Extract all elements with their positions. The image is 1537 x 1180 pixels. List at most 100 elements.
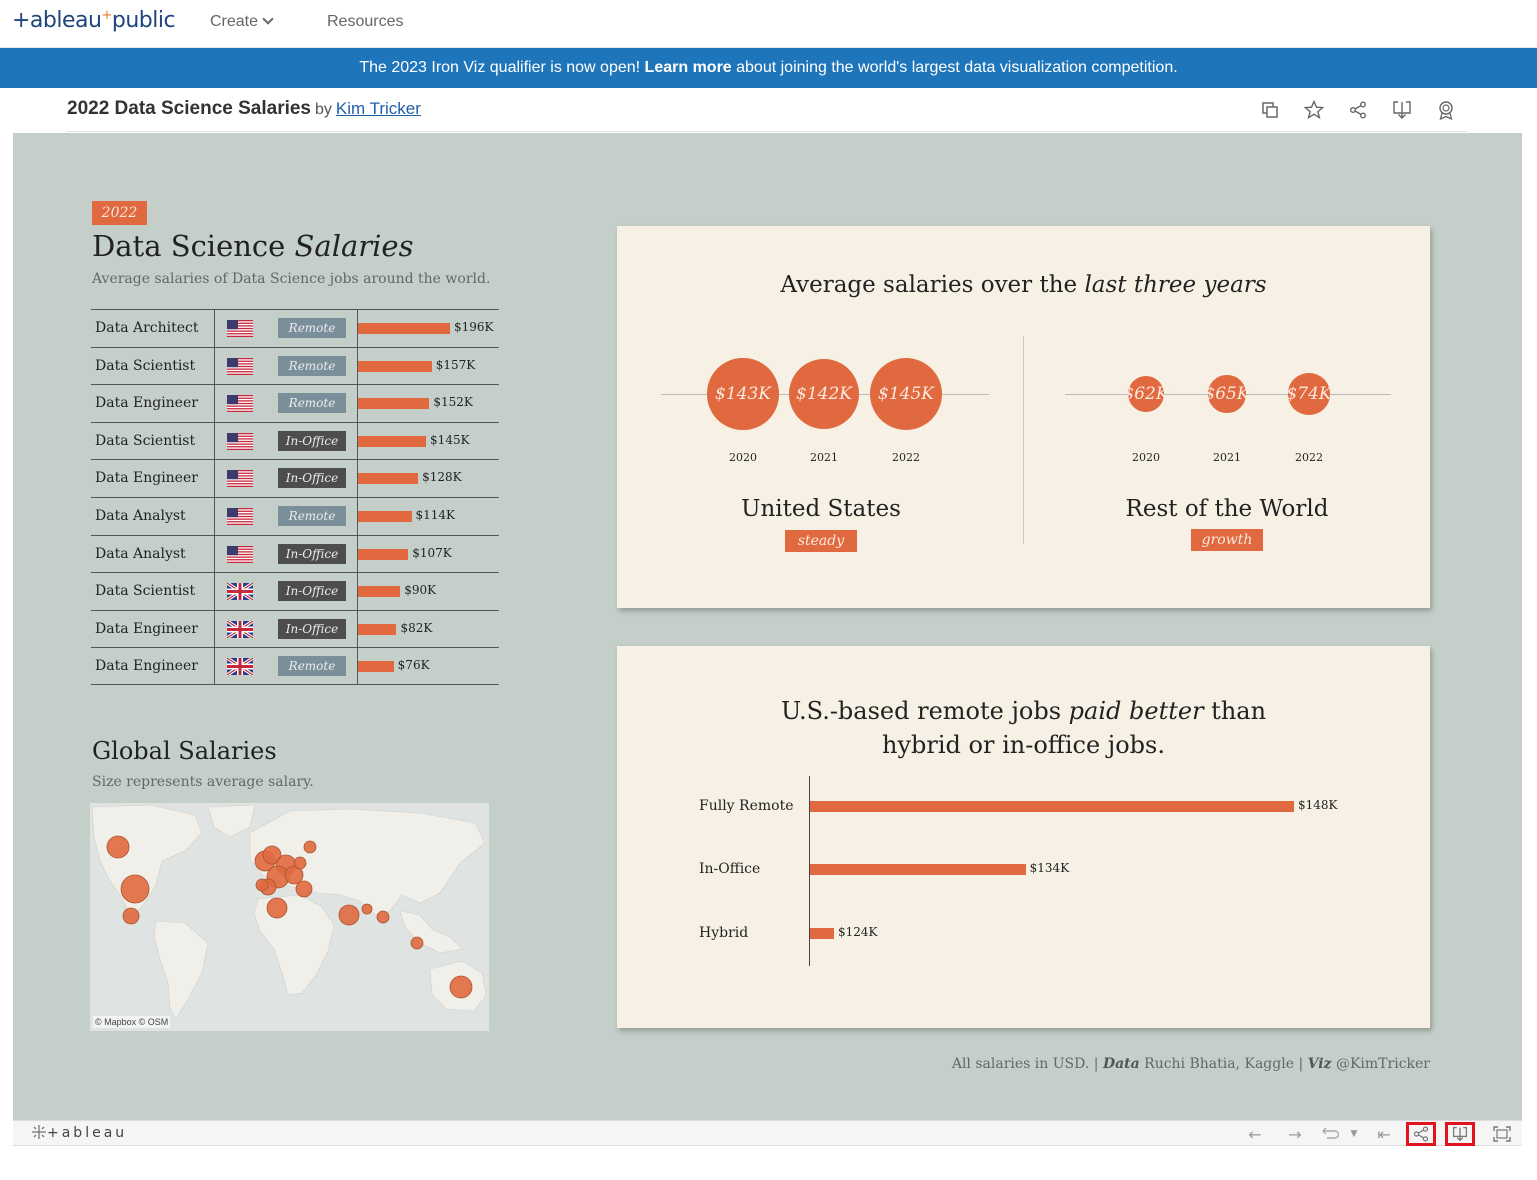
job-row: Data Engineer Remote $76K [91,647,499,685]
map-bubble [361,903,373,915]
salary-bar[interactable] [358,473,419,485]
nav-create[interactable]: Create [210,13,274,31]
dashboard-title: Data Science Salaries [92,229,413,263]
top-nav: +ableau+public Create Resources [0,0,1537,48]
work-mode-badge: In-Office [278,543,346,564]
salary-bar[interactable] [358,548,409,560]
panel2-title-b: paid better [1068,697,1204,725]
logo-plus: + [101,8,112,23]
copy-icon[interactable] [1258,98,1282,122]
tableau-public-logo[interactable]: +ableau+public [12,8,176,33]
us-flag-icon [227,357,253,375]
star-icon[interactable] [1302,98,1326,122]
share-icon[interactable] [1346,98,1370,122]
undo-icon[interactable]: ← [1248,1124,1262,1144]
map-credit[interactable]: © Mapbox © OSM [93,1016,171,1028]
toolbar-download-icon[interactable] [1445,1122,1475,1146]
salary-bubble[interactable]: $74K [1286,373,1332,415]
work-mode-bar[interactable] [810,864,1026,875]
map-africa [253,894,335,996]
table-divider [357,422,358,460]
table-divider [214,422,215,460]
bubble-year: 2021 [810,451,838,464]
table-divider [214,535,215,573]
salary-bar[interactable] [358,586,401,598]
footer-usd: All salaries in USD. [951,1056,1090,1072]
job-title: Data Architect [95,320,199,336]
salary-bubble[interactable]: $143K [707,358,779,430]
salary-value: $90K [404,583,437,598]
bubble-year: 2020 [1132,451,1160,464]
panel1-divider [1023,336,1024,544]
salary-value: $114K [415,507,456,522]
work-mode-bar[interactable] [810,928,834,939]
salary-bubble[interactable]: $62K [1123,376,1169,412]
table-divider [214,347,215,385]
redo-icon[interactable]: → [1288,1124,1302,1144]
panel2-axis [809,776,810,966]
fullscreen-icon[interactable] [1487,1122,1517,1146]
toolbar-share-icon[interactable] [1406,1122,1436,1146]
award-icon[interactable] [1434,98,1458,122]
work-mode-value: $148K [1298,798,1338,812]
panel2-title-a: U.S.-based remote jobs [780,697,1069,725]
world-salary-map[interactable] [90,803,489,1031]
table-divider [214,648,215,684]
salary-bar[interactable] [358,360,432,372]
uk-flag-icon [226,581,254,602]
map-greenland [207,804,256,838]
revert-icon[interactable] [1315,1122,1345,1146]
job-row: Data Engineer In-Office $82K [91,609,499,648]
footer-data-label: Data [1102,1056,1140,1072]
work-mode-label: Hybrid [699,925,749,941]
download-icon[interactable] [1390,98,1414,122]
job-row: Data Engineer Remote $152K [91,384,499,422]
map-bubble [284,865,304,885]
tableau-logo[interactable]: +ableau [31,1124,127,1141]
bubble-year: 2022 [1295,451,1323,464]
reset-to-start-icon[interactable]: ⇤ [1377,1124,1391,1144]
table-divider [214,497,215,535]
banner-learn-more-link[interactable]: Learn more [644,59,732,76]
job-row: Data Scientist In-Office $145K [91,421,499,460]
work-mode-bar[interactable] [810,801,1294,812]
us-flag-icon [227,320,253,338]
salary-value: $145K [430,432,470,447]
salary-bubble[interactable]: $145K [870,358,942,430]
salary-bubble[interactable]: $142K [788,358,860,430]
salary-bar[interactable] [358,398,430,410]
viz-author-link[interactable]: Kim Tricker [335,99,421,118]
banner-text-post: about joining the world's largest data v… [731,59,1178,76]
panel1-title: Average salaries over the last three yea… [617,272,1430,298]
salary-bar[interactable] [358,435,427,447]
footer-note: All salaries in USD. | Data Ruchi Bhatia… [952,1056,1430,1072]
salary-bar[interactable] [358,661,394,673]
map-bubble [449,975,473,999]
title-divider [67,131,1467,132]
work-mode-value: $134K [1029,861,1070,875]
salary-bar[interactable] [358,323,450,334]
revert-dropdown-icon[interactable]: ▼ [1350,1129,1358,1139]
job-title: Data Engineer [95,658,198,675]
job-title: Data Engineer [95,395,198,412]
table-divider [214,610,215,648]
work-mode-badge: Remote [278,355,346,376]
salary-bar[interactable] [358,510,412,522]
nav-resources[interactable]: Resources [327,13,404,30]
avg-salary-three-years-panel: Average salaries over the last three yea… [617,226,1430,608]
row-region-label: Rest of the World [1125,496,1329,522]
map-bubble [295,880,313,898]
dashboard-title-b: Salaries [294,229,414,263]
salary-bar[interactable] [358,623,397,635]
table-divider [357,573,358,610]
table-divider [214,310,215,347]
salary-value: $82K [400,620,433,635]
job-row: Data Scientist Remote $157K [91,346,499,385]
salary-bubble[interactable]: $65K [1204,375,1250,413]
job-title: Data Engineer [95,470,198,487]
us-flag-icon [227,507,253,525]
work-mode-badge: Remote [278,656,346,677]
logo-text-b: public [111,8,176,33]
table-divider [357,347,358,385]
row-growth-tag: growth [1191,529,1263,551]
